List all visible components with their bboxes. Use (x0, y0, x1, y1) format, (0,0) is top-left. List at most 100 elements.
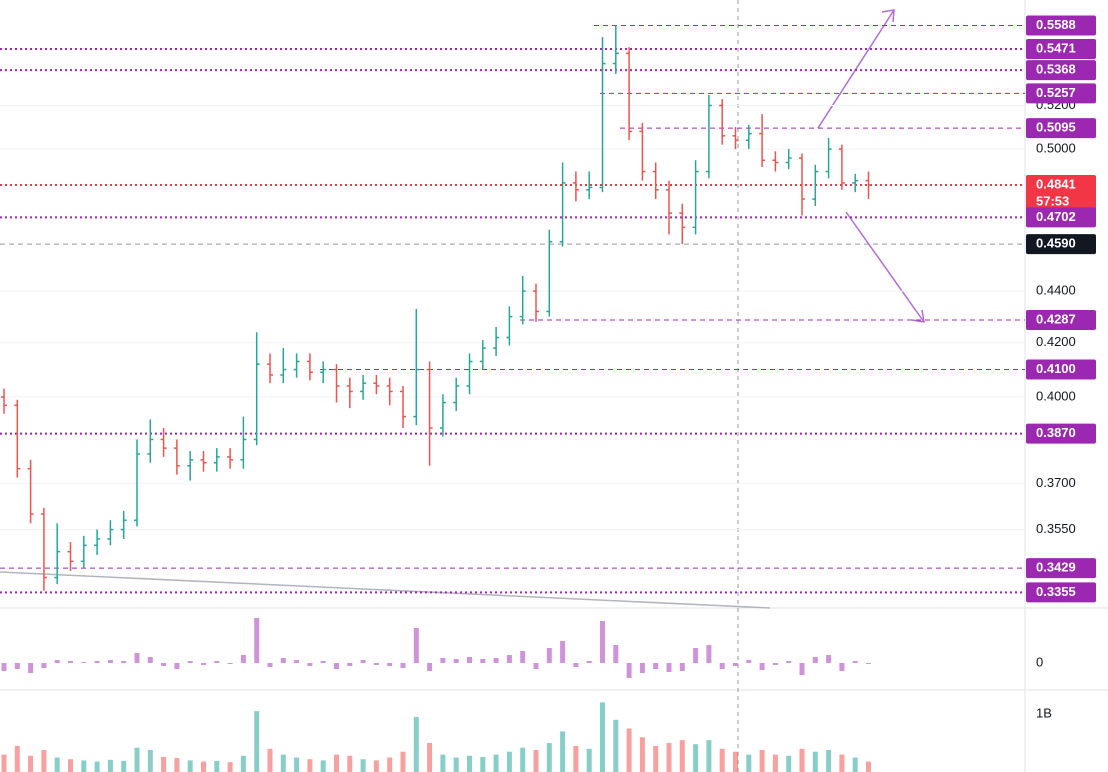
bar (573, 663, 579, 667)
bar (161, 663, 167, 666)
bar (14, 745, 20, 772)
arrow-head (911, 309, 925, 323)
level-label-box (1026, 60, 1096, 81)
level-label: 0.3429 (1036, 560, 1076, 575)
y-tick-label: 0.4000 (1036, 388, 1076, 403)
bar (413, 716, 419, 772)
bar (586, 661, 592, 663)
bar (107, 759, 113, 772)
bar (254, 618, 260, 663)
bar (799, 663, 805, 675)
bar (440, 754, 446, 772)
level-label-box (1026, 309, 1096, 330)
level-label: 0.4100 (1036, 361, 1076, 376)
bar (653, 663, 659, 669)
bar (14, 663, 20, 669)
arrow-head (881, 9, 895, 23)
y-tick-label: 0.4200 (1036, 334, 1076, 349)
level-label: 0.5095 (1036, 120, 1076, 135)
y-tick-label: 0.3700 (1036, 475, 1076, 490)
bar (467, 755, 472, 772)
bar (520, 747, 526, 772)
bar (121, 760, 127, 772)
level-labels: 0.5588 0.5471 0.5368 0.5257 0.5095 0.4841 57:5… (1026, 15, 1096, 603)
bar (506, 655, 512, 663)
bar (759, 663, 765, 670)
trend-line (0, 571, 771, 609)
bar (467, 657, 472, 663)
level-label-box (1026, 39, 1096, 60)
bar (812, 657, 818, 663)
bar (107, 660, 113, 663)
y-tick-label: 0 (1036, 654, 1043, 669)
bar (387, 757, 393, 772)
bar (480, 659, 486, 663)
y-tick-label: 0.3550 (1036, 521, 1076, 536)
bar (28, 663, 34, 673)
level-label-box (1026, 582, 1096, 603)
bar (772, 663, 778, 665)
bar (240, 755, 246, 772)
bar (706, 740, 712, 772)
bar (280, 658, 286, 663)
bar (520, 651, 526, 663)
levels (0, 25, 1025, 594)
level-label: 0.3870 (1036, 425, 1076, 440)
bar (826, 749, 832, 772)
bar (334, 754, 339, 772)
bar (68, 661, 73, 663)
bar (560, 731, 566, 772)
bar (1, 754, 7, 772)
bar (94, 761, 100, 772)
bar (121, 661, 127, 663)
bar (400, 751, 406, 772)
bar (174, 758, 180, 772)
y-tick-label: 0.4400 (1036, 283, 1076, 298)
bar (693, 648, 699, 663)
bar (600, 702, 605, 772)
bar (480, 756, 486, 772)
bar (201, 663, 206, 665)
bar (54, 660, 60, 663)
bar (506, 751, 512, 772)
bar (772, 754, 778, 772)
bar (41, 749, 47, 772)
bar (759, 749, 765, 772)
level-label-box (1026, 174, 1096, 211)
bar (94, 661, 100, 663)
bar (254, 711, 260, 772)
level-label: 0.4841 (1036, 176, 1076, 191)
bar (533, 749, 539, 772)
level-label: 0.5368 (1036, 62, 1076, 77)
countdown: 57:53 (1036, 193, 1069, 208)
bar (28, 755, 34, 772)
bar (639, 737, 645, 772)
level-label-box (1026, 15, 1096, 36)
bar (493, 754, 499, 772)
bar (546, 743, 552, 772)
bar (546, 648, 552, 663)
level-label: 0.5257 (1036, 85, 1076, 100)
bar (866, 663, 871, 664)
axis: 0.52000.50000.44000.42000.40000.37000.35… (1036, 97, 1076, 721)
level-label-box (1026, 359, 1096, 380)
bar (400, 663, 406, 668)
bar (307, 663, 313, 666)
bar (453, 757, 459, 772)
level-label: 0.4287 (1036, 311, 1076, 326)
level-label-box (1026, 423, 1096, 444)
bar (786, 755, 792, 772)
bar (147, 657, 153, 663)
bar (174, 663, 180, 669)
grid (0, 104, 1025, 531)
bar (373, 760, 379, 772)
bar (214, 760, 220, 772)
bar (453, 659, 459, 663)
bar (41, 663, 47, 668)
arrow-up (817, 9, 895, 129)
bar (1, 663, 7, 671)
bar (294, 757, 300, 772)
bar (733, 663, 738, 666)
